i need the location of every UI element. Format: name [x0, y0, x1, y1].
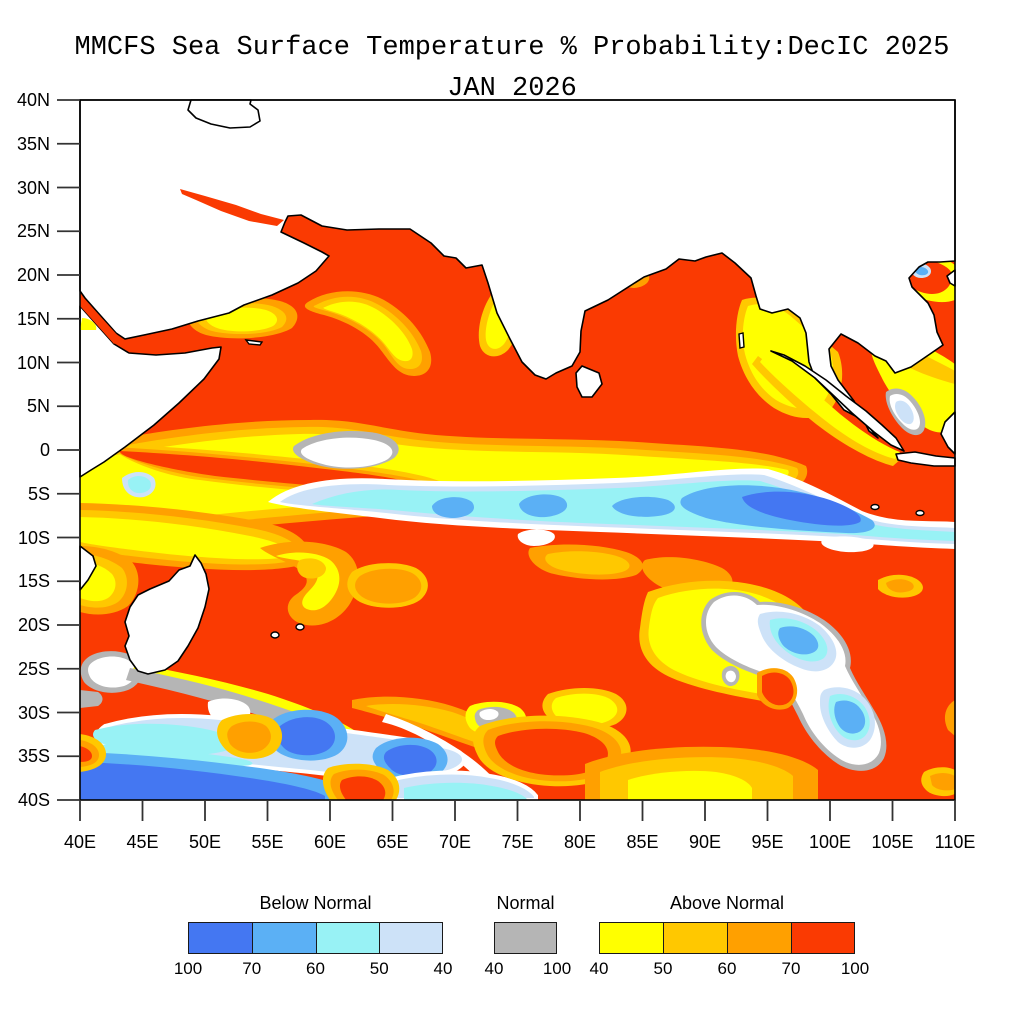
- x-tick-label: 80E: [563, 832, 597, 852]
- legend-swatch-medium: [251, 922, 317, 954]
- legend-tick-label: 40: [433, 959, 453, 978]
- persian-gulf: [180, 189, 284, 226]
- land-madagascar: [124, 554, 210, 675]
- legend-tick-label: 60: [717, 959, 737, 978]
- legend-swatch-gray: [494, 922, 557, 954]
- y-tick-label: 25S: [17, 658, 50, 679]
- y-tick-label: 40N: [16, 90, 50, 110]
- chart-title: MMCFS Sea Surface Temperature % Probabil…: [74, 33, 950, 63]
- legend-swatch-gold: [663, 922, 728, 954]
- x-tick-label: 60E: [313, 832, 347, 852]
- legend-swatch-pale: [379, 922, 443, 954]
- landmasses: [79, 99, 956, 675]
- island-reunion: [270, 631, 280, 639]
- x-tick-label: 75E: [501, 832, 534, 852]
- legend-tick-label: 50: [369, 959, 389, 978]
- y-tick-label: 35S: [17, 746, 50, 767]
- legend-tick-label: 70: [242, 959, 262, 978]
- y-tick-label: 15N: [16, 308, 50, 329]
- y-tick-label: 0: [39, 440, 50, 460]
- red-sea-yellow-patch: [80, 318, 97, 330]
- x-tick-label: 85E: [626, 832, 659, 852]
- x-tick-label: 65E: [376, 832, 409, 852]
- land-africa: [79, 305, 222, 478]
- legend-swatch-orange: [727, 922, 792, 954]
- y-tick-label: 30N: [16, 177, 50, 198]
- island-socotra: [244, 339, 264, 346]
- legend-group-title: Normal: [496, 893, 555, 913]
- y-tick-label: 10N: [16, 352, 50, 373]
- legend-swatch-red: [791, 922, 855, 954]
- land-sumatra: [770, 350, 905, 452]
- island-mauritius: [295, 623, 305, 631]
- legend-swatch-royal: [188, 922, 253, 954]
- legend-tick-label: 100: [173, 959, 203, 978]
- y-tick-label: 35N: [16, 133, 50, 154]
- y-tick-label: 5N: [26, 396, 50, 417]
- legend-tick-label: 60: [306, 959, 325, 978]
- legend-tick-label: 50: [653, 959, 673, 978]
- legend-group-title: Above Normal: [669, 893, 785, 913]
- x-tick-label: 70E: [438, 832, 472, 852]
- x-tick-label: 90E: [688, 832, 722, 852]
- x-tick-label: 45E: [126, 832, 159, 852]
- island-sunda-strait: [870, 503, 880, 511]
- y-tick-label: 20S: [17, 615, 50, 635]
- chart-subtitle: JAN 2026: [447, 74, 577, 104]
- x-tick-label: 100E: [808, 832, 852, 852]
- legend-tick-label: 40: [589, 959, 609, 978]
- y-tick-label: 20N: [16, 265, 50, 285]
- x-tick-label: 40E: [63, 832, 97, 852]
- x-tick-label: 55E: [251, 832, 284, 852]
- x-tick-label: 50E: [188, 832, 222, 852]
- y-tick-label: 25N: [16, 221, 50, 242]
- x-tick-label: 95E: [751, 832, 784, 852]
- legend-tick-label: 40: [484, 959, 504, 978]
- land-asia-mainland: [79, 99, 956, 439]
- legend-swatch-cyan: [315, 922, 381, 954]
- legend-tick-label: 100: [840, 959, 870, 978]
- island-andaman: [738, 332, 745, 349]
- y-tick-label: 10S: [17, 527, 50, 548]
- y-tick-label: 5S: [27, 483, 50, 504]
- contour-regions: [80, 253, 955, 802]
- legend-tick-label: 100: [542, 959, 572, 978]
- red-sea: [80, 294, 120, 344]
- x-tick-label: 105E: [871, 832, 914, 852]
- land-sri-lanka: [575, 365, 603, 398]
- land-caspian-sea: [187, 99, 261, 129]
- enclosed-seas: [80, 189, 284, 344]
- legend-swatch-yellow: [599, 922, 664, 954]
- island-south-java: [915, 509, 925, 517]
- axis-tick-marks: [57, 99, 956, 821]
- legend-tick-label: 70: [781, 959, 801, 978]
- y-tick-label: 40S: [17, 790, 50, 810]
- y-tick-label: 15S: [17, 571, 50, 592]
- y-tick-label: 30S: [17, 702, 50, 723]
- legend-group-title: Below Normal: [259, 893, 372, 913]
- x-tick-label: 110E: [934, 832, 976, 852]
